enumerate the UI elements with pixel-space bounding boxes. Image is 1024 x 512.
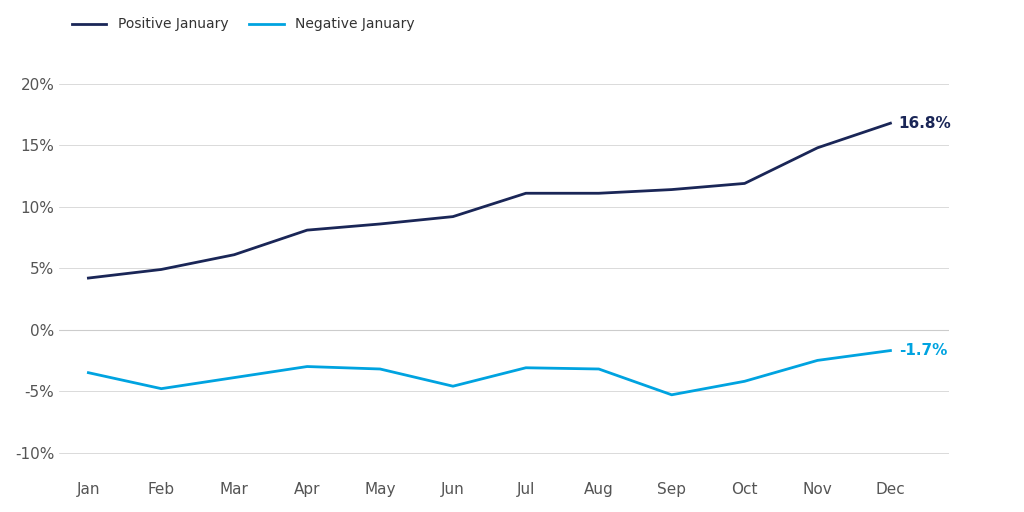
Line: Positive January: Positive January bbox=[88, 123, 891, 278]
Line: Negative January: Negative January bbox=[88, 351, 891, 395]
Positive January bbox=[811, 145, 823, 151]
Negative January bbox=[885, 348, 897, 354]
Negative January bbox=[301, 364, 313, 370]
Negative January bbox=[374, 366, 386, 372]
Positive January bbox=[374, 221, 386, 227]
Positive January bbox=[446, 214, 459, 220]
Positive January bbox=[593, 190, 605, 196]
Positive January bbox=[666, 186, 678, 193]
Negative January bbox=[520, 365, 532, 371]
Negative January bbox=[228, 374, 241, 380]
Negative January bbox=[738, 378, 751, 385]
Negative January bbox=[811, 357, 823, 364]
Positive January bbox=[156, 266, 168, 272]
Negative January bbox=[446, 383, 459, 389]
Text: 16.8%: 16.8% bbox=[899, 116, 951, 131]
Legend: Positive January, Negative January: Positive January, Negative January bbox=[67, 12, 420, 37]
Positive January bbox=[301, 227, 313, 233]
Text: -1.7%: -1.7% bbox=[899, 343, 947, 358]
Positive January bbox=[520, 190, 532, 196]
Negative January bbox=[593, 366, 605, 372]
Negative January bbox=[156, 386, 168, 392]
Positive January bbox=[82, 275, 94, 281]
Negative January bbox=[666, 392, 678, 398]
Positive January bbox=[885, 120, 897, 126]
Positive January bbox=[228, 251, 241, 258]
Positive January bbox=[738, 180, 751, 186]
Negative January bbox=[82, 370, 94, 376]
